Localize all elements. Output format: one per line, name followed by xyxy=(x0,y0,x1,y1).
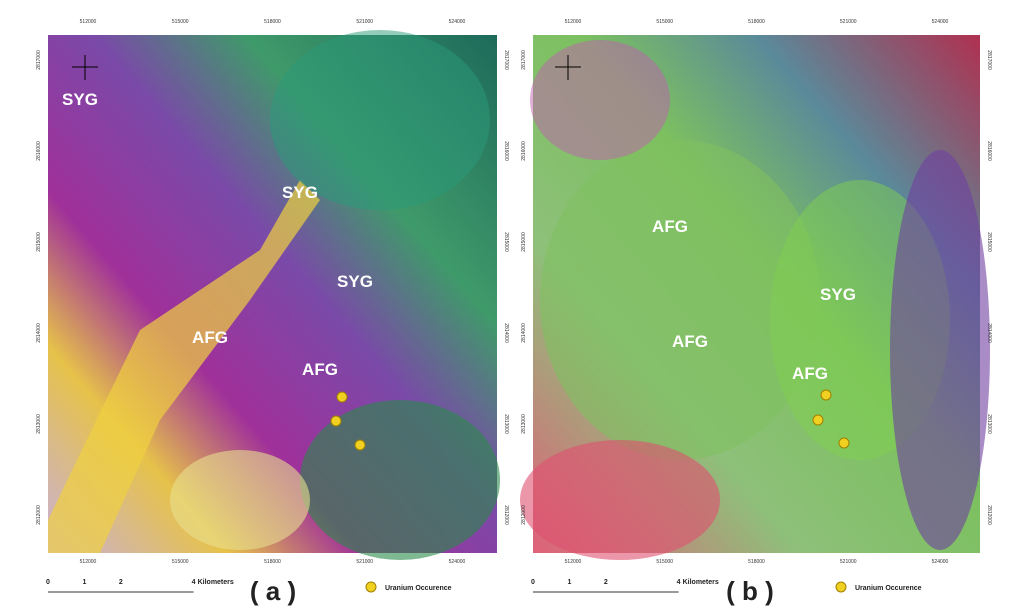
uranium-marker xyxy=(821,390,831,400)
x-coordinate: 515000 xyxy=(656,19,673,25)
x-coordinate: 521000 xyxy=(356,19,373,25)
y-coordinate: 2813000 xyxy=(503,414,509,434)
x-coordinate: 524000 xyxy=(932,19,949,25)
scale-tick: 4 xyxy=(677,579,681,586)
uranium-marker xyxy=(813,415,823,425)
scale-unit: Kilometers xyxy=(198,579,234,586)
y-coordinate: 2817000 xyxy=(503,50,509,70)
rock-unit-label: AFG xyxy=(672,332,708,351)
scale-tick: 2 xyxy=(119,579,123,586)
scale-tick: 1 xyxy=(567,579,571,586)
y-coordinate: 2813000 xyxy=(521,414,527,434)
x-coordinate: 512000 xyxy=(565,559,582,565)
y-coordinate: 2814000 xyxy=(986,323,992,343)
map-a xyxy=(48,30,500,560)
rock-unit-label: SYG xyxy=(62,90,98,109)
legend-marker xyxy=(366,582,376,592)
y-coordinate: 2815000 xyxy=(36,232,42,252)
x-coordinate: 512000 xyxy=(80,19,97,25)
uranium-marker xyxy=(839,438,849,448)
rock-unit-label: AFG xyxy=(302,360,338,379)
y-coordinate: 2812000 xyxy=(521,505,527,525)
y-coordinate: 2813000 xyxy=(986,414,992,434)
y-coordinate: 2814000 xyxy=(521,323,527,343)
scale-tick: 2 xyxy=(604,579,608,586)
scale-tick: 4 xyxy=(192,579,196,586)
y-coordinate: 2816000 xyxy=(36,141,42,161)
x-coordinate: 515000 xyxy=(172,19,189,25)
y-coordinate: 2817000 xyxy=(521,50,527,70)
x-coordinate: 524000 xyxy=(932,559,949,565)
y-coordinate: 2812000 xyxy=(36,505,42,525)
rock-unit-label: AFG xyxy=(192,328,228,347)
y-coordinate: 2812000 xyxy=(986,505,992,525)
x-coordinate: 518000 xyxy=(264,559,281,565)
x-coordinate: 515000 xyxy=(656,559,673,565)
x-coordinate: 521000 xyxy=(840,559,857,565)
uranium-marker xyxy=(355,440,365,450)
y-coordinate: 2815000 xyxy=(521,232,527,252)
x-coordinate: 524000 xyxy=(449,19,466,25)
y-coordinate: 2817000 xyxy=(986,50,992,70)
legend-marker xyxy=(836,582,846,592)
x-coordinate: 521000 xyxy=(356,559,373,565)
y-coordinate: 2814000 xyxy=(503,323,509,343)
x-coordinate: 518000 xyxy=(264,19,281,25)
uranium-marker xyxy=(337,392,347,402)
figure: 512000 512000 515000 515000 518000 518000 5210… xyxy=(0,0,1014,611)
x-coordinate: 512000 xyxy=(80,559,97,565)
x-coordinate: 518000 xyxy=(748,19,765,25)
y-coordinate: 2812000 xyxy=(503,505,509,525)
rock-unit-label: AFG xyxy=(652,217,688,236)
legend-text: Uranium Occurence xyxy=(385,585,452,592)
x-coordinate: 515000 xyxy=(172,559,189,565)
rock-unit-label: AFG xyxy=(792,364,828,383)
rock-unit-label: SYG xyxy=(820,285,856,304)
map-b xyxy=(520,35,990,560)
x-coordinate: 521000 xyxy=(840,19,857,25)
uranium-marker xyxy=(331,416,341,426)
y-coordinate: 2814000 xyxy=(36,323,42,343)
scale-unit: Kilometers xyxy=(683,579,719,586)
legend-text: Uranium Occurence xyxy=(855,585,922,592)
x-coordinate: 518000 xyxy=(748,559,765,565)
y-coordinate: 2817000 xyxy=(36,50,42,70)
x-coordinate: 512000 xyxy=(565,19,582,25)
y-coordinate: 2816000 xyxy=(503,141,509,161)
scale-tick: 1 xyxy=(82,579,86,586)
rock-unit-label: SYG xyxy=(337,272,373,291)
scale-tick: 0 xyxy=(46,579,50,586)
rock-unit-label: SYG xyxy=(282,183,318,202)
y-coordinate: 2815000 xyxy=(503,232,509,252)
y-coordinate: 2815000 xyxy=(986,232,992,252)
x-coordinate: 524000 xyxy=(449,559,466,565)
y-coordinate: 2813000 xyxy=(36,414,42,434)
scale-tick: 0 xyxy=(531,579,535,586)
panel-label: ( b ) xyxy=(726,576,774,606)
y-coordinate: 2816000 xyxy=(521,141,527,161)
panel-label: ( a ) xyxy=(250,576,296,606)
y-coordinate: 2816000 xyxy=(986,141,992,161)
